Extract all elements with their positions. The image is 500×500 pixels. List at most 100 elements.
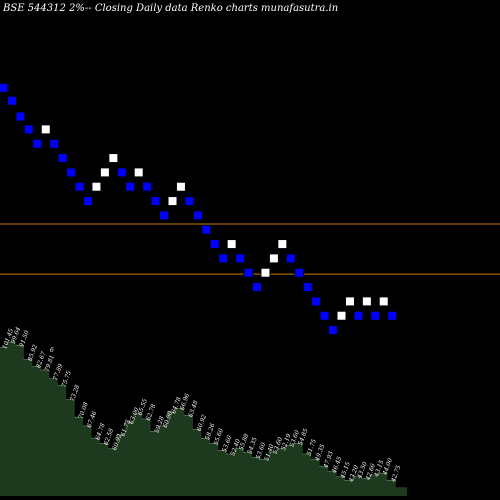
volume-label: 67.46 [86,410,99,429]
volume-bar [327,471,337,496]
volume-bar [310,459,320,496]
renko-brick-down [218,253,229,264]
renko-bricks [0,82,398,336]
volume-bar [293,443,303,496]
volume-bar [336,476,346,496]
renko-brick-down [192,210,203,221]
volume-label: 63.48 [187,399,200,418]
volume-bar [133,413,143,496]
volume-bar [243,452,253,496]
renko-brick-down [15,111,26,122]
renko-brick-down [159,210,170,221]
volume-bar [352,476,362,496]
renko-brick-down [285,253,296,264]
volume-bar [344,480,354,496]
volume-bar [175,408,185,496]
volume-bar [31,366,41,496]
renko-brick-down [184,196,195,207]
renko-brick-down [0,82,9,93]
volume-bar [268,452,278,496]
volume-bar [302,454,312,496]
renko-brick-down [142,181,153,192]
volume-bar [192,429,202,496]
volume-bar [234,448,244,496]
volume-bar [48,378,58,496]
renko-brick-up [226,239,237,250]
volume-bar [386,480,396,496]
volume-bar [65,399,75,496]
volume-bar [259,459,269,496]
volume-bar [285,445,295,496]
volume-bar [361,478,371,496]
renko-brick-up [175,181,186,192]
renko-brick-down [311,296,322,307]
volume-bar [150,431,160,496]
volume-bar [378,473,388,496]
renko-brick-up [167,196,178,207]
renko-brick-up [361,296,372,307]
volume-bar [369,475,379,496]
volume-label: 70.08 [77,401,90,420]
renko-brick-up [336,310,347,321]
volume-bar [116,434,126,496]
volume-bar [141,419,151,496]
renko-brick-down [57,153,68,164]
volume-bar [90,438,100,496]
renko-brick-down [201,224,212,235]
volume-bar [14,345,24,496]
volume-bar [217,450,227,496]
renko-brick-down [370,310,381,321]
renko-brick-down [49,138,60,149]
renko-brick-up [99,167,110,178]
renko-brick-down [302,282,313,293]
renko-brick-up [277,239,288,250]
renko-brick-down [23,124,34,135]
renko-brick-down [235,253,246,264]
volume-bar [226,454,236,496]
renko-brick-up [268,253,279,264]
renko-brick-down [32,138,43,149]
renko-brick-up [344,296,355,307]
extra-label: 6 [50,347,54,354]
volume-bar [23,359,33,496]
volume-label: 75.75 [60,370,73,389]
renko-brick-up [133,167,144,178]
volume-label: 54.85 [297,427,310,446]
renko-brick-up [260,267,271,278]
volume-bar [0,347,8,496]
volume-bar [167,412,177,496]
volume-bar [124,422,134,496]
volume-tail [395,487,408,496]
volume-label: 42.75 [390,464,403,484]
renko-brick-down [387,310,398,321]
renko-brick-down [6,95,17,106]
volume-label: 60.92 [196,413,209,432]
renko-brick-down [125,181,136,192]
volume-bar [251,457,261,496]
renko-brick-down [116,167,127,178]
volume-bar [57,385,67,496]
renko-brick-up [108,153,119,164]
volume-bar [183,415,193,496]
volume-bar [82,426,92,496]
volume-area [0,341,408,496]
volume-bar [107,448,117,496]
renko-brick-down [74,181,85,192]
renko-brick-down [150,196,161,207]
volume-bar [74,417,84,496]
volume-bar [319,466,329,496]
volume-bar [99,443,109,496]
renko-brick-down [319,310,330,321]
renko-brick-down [243,267,254,278]
volume-bar [276,448,286,496]
renko-brick-down [83,196,93,207]
volume-bar [158,426,168,496]
volume-bar [40,370,50,496]
renko-brick-down [328,325,339,336]
chart-title: BSE 544312 2%-- Closing Daily data Renko… [2,3,338,14]
volume-label: 73.28 [69,384,82,403]
renko-brick-down [66,167,77,178]
renko-brick-up [378,296,389,307]
renko-brick-up [91,181,102,192]
